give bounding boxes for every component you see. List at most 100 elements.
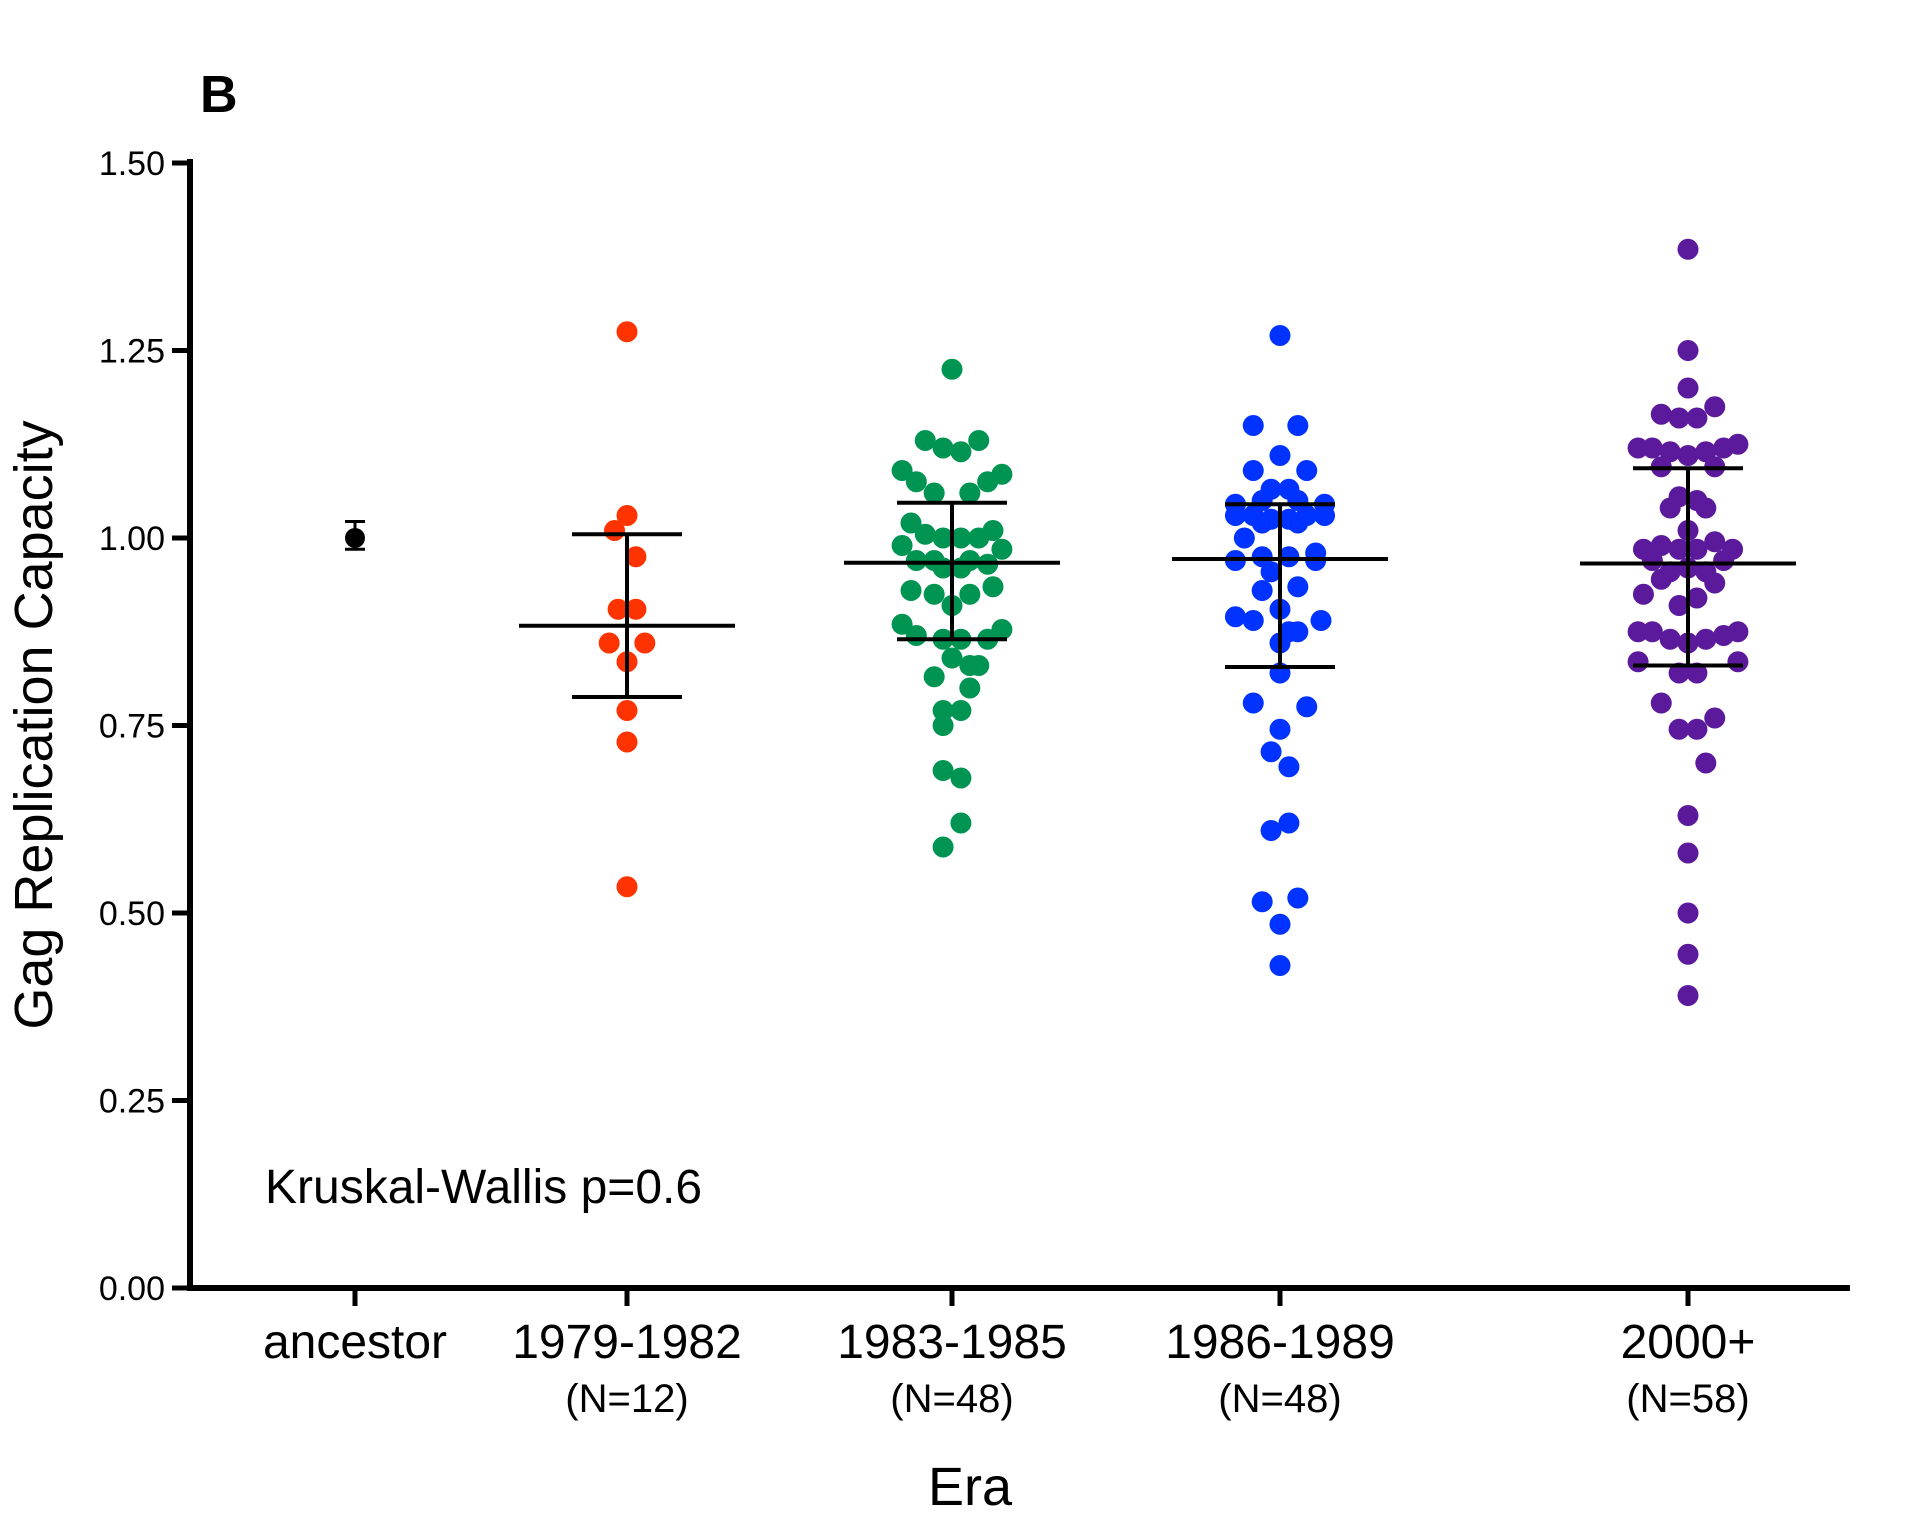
kruskal-wallis-annotation: Kruskal-Wallis p=0.6 [265,1161,702,1214]
x-tick-sublabel: (N=58) [1626,1377,1749,1421]
data-point [1260,820,1282,841]
x-tick-sublabel: (N=48) [1218,1377,1341,1421]
data-point [1269,913,1291,935]
data-point [905,471,927,493]
data-point [1668,662,1690,684]
x-tick-sublabel: (N=12) [565,1377,688,1421]
data-point [1310,610,1332,631]
data-point [1704,396,1726,418]
data-point [1627,651,1649,673]
data-point [1650,568,1672,590]
data-point [923,666,945,688]
error-bar-3 [844,500,1060,642]
data-point [1704,531,1726,553]
x-axis-title: Era [928,1457,1013,1514]
x-tick-label: 2000+ [1621,1316,1756,1369]
data-point [604,520,626,541]
data-point [1287,887,1309,909]
data-point [1659,628,1681,650]
data-point [1686,718,1708,740]
data-point [1677,943,1699,965]
data-point [1677,340,1699,361]
data-point [1641,437,1663,459]
data-point [634,632,656,654]
data-point [1296,460,1318,481]
data-point [1686,587,1708,609]
y-tick-label: 0.50 [99,895,165,933]
data-point [932,527,954,549]
data-point [1695,752,1717,774]
error-bar-4 [1172,502,1388,669]
x-axis: ancestor 1979-1982 (N=12) 1983-1985 (N=48) 19… [187,1285,1850,1421]
y-tick-label: 1.25 [99,333,165,371]
data-point [914,523,936,545]
data-point [932,437,954,459]
data-point [905,550,927,571]
data-point [625,546,647,568]
data-point [1296,696,1318,718]
data-point [1650,692,1672,714]
x-tick-label: 1983-1985 [837,1316,1067,1369]
data-point [891,613,913,635]
data-point [1251,512,1273,534]
y-tick-label: 1.50 [99,145,165,183]
data-point [959,583,981,605]
data-point [923,583,945,605]
error-bar-1 [345,520,365,551]
data-point [1242,460,1264,481]
data-point [1713,550,1735,571]
data-point [1269,445,1291,466]
data-point [1677,842,1699,864]
data-point [1242,415,1264,436]
data-point [959,482,981,504]
x-tick-label: 1979-1982 [512,1316,742,1369]
y-axis: 0.00 0.25 0.50 0.75 1.00 1.25 1.50 [99,145,193,1308]
data-point [1686,538,1708,560]
data-point [1668,538,1690,560]
data-point [616,876,638,898]
data-point [1242,692,1264,714]
data-point [1260,741,1282,763]
data-point [616,731,638,753]
data-point [1668,718,1690,740]
data-point [1224,606,1246,628]
data-point [1260,561,1282,583]
data-point [1713,625,1735,646]
data-point [616,700,638,721]
data-point [968,655,990,676]
data-point [1632,583,1654,605]
data-point [616,505,638,526]
data-point [891,535,913,556]
x-tick-label: 1986-1989 [1165,1316,1395,1369]
data-point [950,441,972,463]
data-point [1677,902,1699,924]
data-point [1287,415,1309,436]
data-series [345,238,1749,1006]
data-point [1242,610,1264,631]
data-point [1641,550,1663,571]
data-point [1713,437,1735,459]
data-point [1695,628,1717,650]
data-point [1686,407,1708,429]
data-point [1704,572,1726,594]
data-point [1224,505,1246,526]
data-point [982,576,1004,598]
data-point [1269,718,1291,740]
data-point [1251,891,1273,913]
data-point [900,580,922,601]
data-point [950,527,972,549]
data-point [607,598,629,620]
series-4 [1224,325,1336,976]
data-point [1677,805,1699,826]
data-point [1269,955,1291,976]
data-point [1727,651,1749,673]
data-point [932,760,954,781]
data-point [959,677,981,699]
data-point [1641,621,1663,643]
x-tick-label: ancestor [263,1316,447,1369]
data-point [1695,497,1717,519]
data-point [1287,576,1309,598]
data-point [941,358,963,380]
data-point [598,632,620,654]
